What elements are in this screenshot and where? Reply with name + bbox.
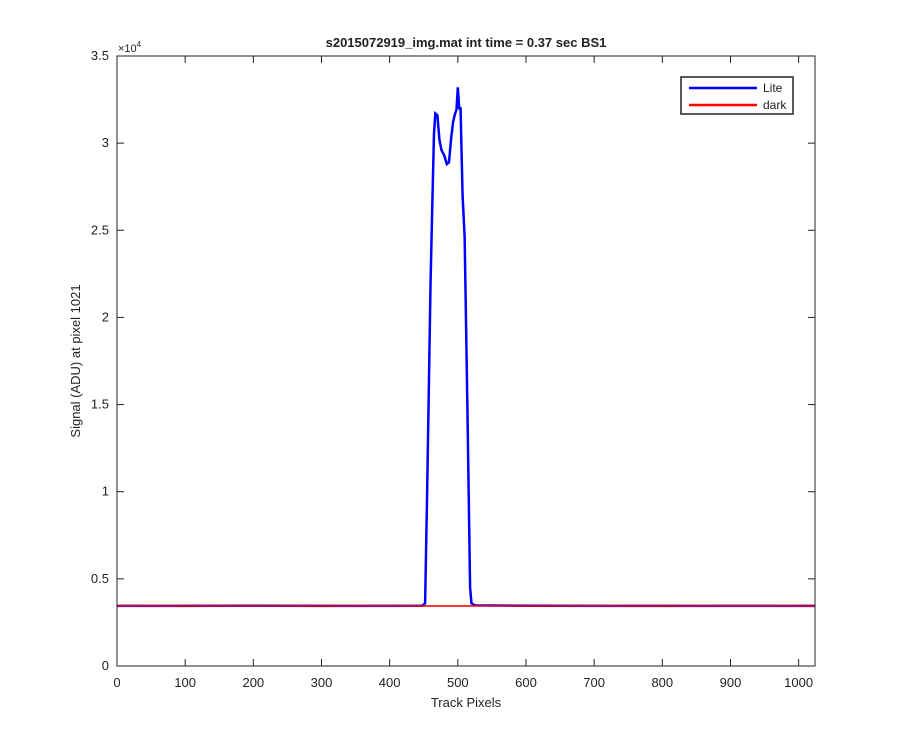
y-multiplier-base: ×10 — [118, 43, 137, 55]
y-tick-label: 2 — [102, 309, 109, 324]
x-tick-label: 200 — [242, 675, 264, 690]
y-tick-label: 0.5 — [91, 571, 109, 586]
legend-label: Lite — [763, 81, 783, 95]
y-tick-label: 3 — [102, 135, 109, 150]
x-tick-label: 500 — [447, 675, 469, 690]
x-tick-label: 100 — [174, 675, 196, 690]
x-tick-label: 900 — [720, 675, 742, 690]
x-axis-label: Track Pixels — [431, 695, 502, 710]
x-tick-label: 400 — [379, 675, 401, 690]
chart-title: s2015072919_img.mat int time = 0.37 sec … — [326, 35, 607, 50]
x-tick-label: 700 — [583, 675, 605, 690]
x-tick-label: 0 — [113, 675, 120, 690]
y-multiplier-exponent: 4 — [137, 40, 142, 49]
x-tick-label: 800 — [651, 675, 673, 690]
y-tick-label: 1 — [102, 484, 109, 499]
x-tick-label: 600 — [515, 675, 537, 690]
y-axis-label: Signal (ADU) at pixel 1021 — [68, 284, 83, 437]
y-tick-label: 1.5 — [91, 397, 109, 412]
x-tick-label: 1000 — [784, 675, 813, 690]
x-tick-label: 300 — [311, 675, 333, 690]
legend-label: dark — [763, 98, 787, 112]
y-tick-label: 2.5 — [91, 222, 109, 237]
y-tick-label: 3.5 — [91, 48, 109, 63]
y-tick-label: 0 — [102, 658, 109, 673]
